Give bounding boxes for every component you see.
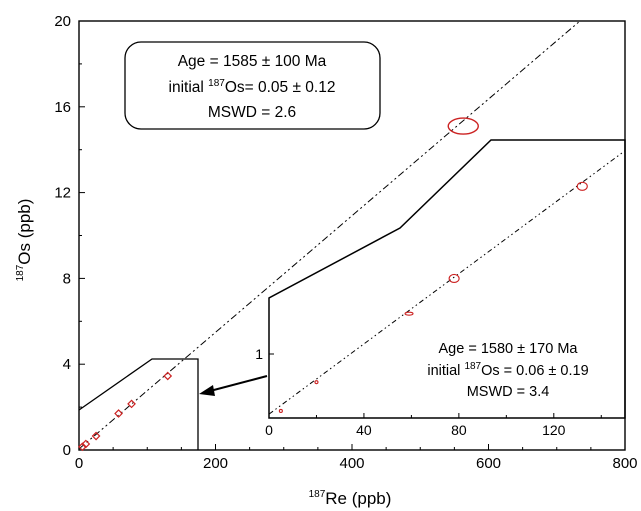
inset-age-text: Age = 1580 ± 170 Ma	[439, 341, 579, 357]
main-data-point	[114, 409, 123, 418]
main-annotation-box	[124, 41, 381, 130]
inset-data-point	[404, 311, 414, 316]
inset-initial-text: initial 187Os = 0.06 ± 0.19	[427, 361, 588, 379]
inset-data-point	[576, 181, 588, 191]
main-data-point-error-ellipse	[447, 117, 479, 135]
inset-x-tick-label: 120	[542, 422, 566, 438]
inset-data-point	[314, 380, 319, 385]
inset-plot: 0 40 80 120 1	[255, 150, 626, 438]
inset-x-tick-label: 80	[451, 422, 467, 438]
y-tick-label: 0	[63, 442, 71, 459]
zoom-region-outline	[78, 358, 199, 450]
inset-x-tick-label: 0	[265, 422, 273, 438]
x-tick-label: 0	[75, 455, 83, 472]
main-mswd-text: MSWD = 2.6	[208, 104, 296, 121]
x-tick-label: 800	[612, 455, 637, 472]
x-tick-label: 600	[476, 455, 501, 472]
main-data-point	[78, 442, 87, 452]
x-tick-label: 200	[203, 455, 228, 472]
zoom-arrow	[199, 375, 268, 396]
main-data-point	[81, 439, 91, 449]
inset-y-tick-label: 1	[255, 346, 263, 362]
y-tick-label: 4	[63, 356, 71, 373]
y-tick-label: 16	[54, 99, 71, 116]
y-axis-title: 187Os (ppb)	[15, 199, 34, 282]
main-data-point	[91, 431, 101, 441]
inset-data-point	[278, 408, 283, 414]
inset-mswd-text: MSWD = 3.4	[467, 384, 550, 400]
main-data-point	[127, 399, 136, 409]
y-tick-label: 12	[54, 185, 71, 202]
main-age-text: Age = 1585 ± 100 Ma	[178, 53, 327, 70]
y-tick-label: 20	[54, 13, 71, 30]
x-axis-title: 187Re (ppb)	[309, 489, 392, 508]
x-tick-label: 400	[339, 455, 364, 472]
main-initial-text: initial 187Os= 0.05 ± 0.12	[169, 78, 336, 96]
y-tick-label: 8	[63, 270, 71, 287]
inset-isochron-line	[268, 150, 626, 415]
inset-x-tick-label: 40	[356, 422, 372, 438]
inset-data-point	[448, 273, 460, 284]
main-data-point	[163, 371, 173, 381]
